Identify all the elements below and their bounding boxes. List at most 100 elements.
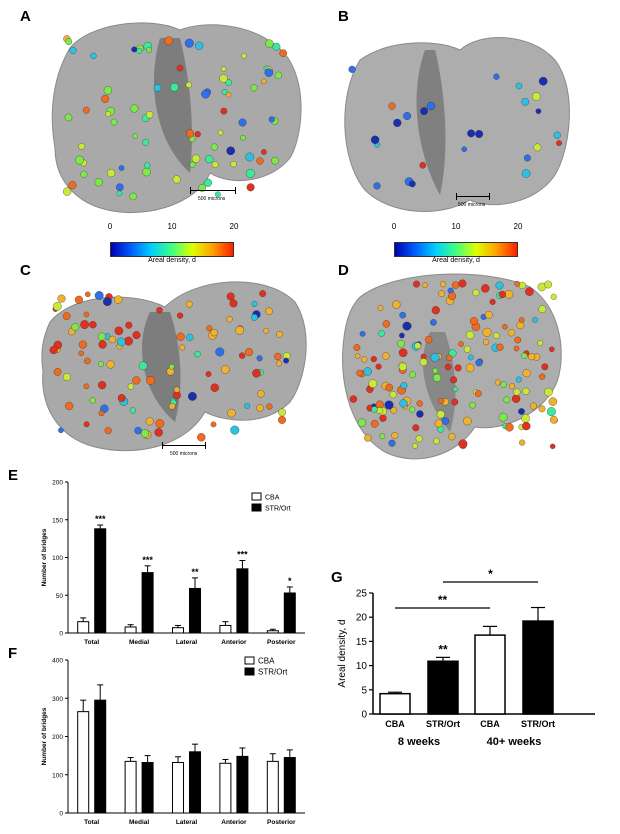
density-sphere — [507, 329, 516, 337]
density-sphere — [549, 415, 558, 424]
density-sphere — [430, 319, 437, 326]
density-sphere — [138, 361, 148, 371]
density-sphere — [550, 293, 557, 300]
legend-label: STR/Ort — [265, 506, 291, 513]
density-sphere — [176, 64, 184, 72]
density-sphere — [78, 350, 84, 356]
density-sphere — [379, 414, 387, 422]
chart-f: F 0 100 200 300 400 Number of bridges Total Medi… — [8, 645, 305, 826]
density-sphere — [424, 335, 433, 344]
density-sphere — [250, 84, 258, 92]
panel-letter-a: A — [20, 8, 31, 25]
density-sphere — [201, 89, 210, 99]
x-tick-label: Total — [84, 819, 99, 826]
density-sphere — [538, 76, 548, 86]
density-sphere — [398, 348, 408, 357]
density-sphere — [194, 131, 201, 138]
density-sphere — [78, 143, 86, 150]
density-sphere — [430, 352, 440, 362]
density-sphere — [229, 299, 238, 308]
density-sphere — [276, 360, 282, 367]
density-sphere — [388, 102, 396, 110]
density-sphere — [409, 180, 416, 188]
density-sphere — [496, 343, 504, 351]
density-sphere — [378, 330, 385, 337]
density-sphere — [493, 332, 500, 339]
y-tick-label: 200 — [52, 734, 63, 741]
density-sphere — [198, 184, 207, 192]
density-sphere — [83, 311, 90, 318]
density-sphere — [511, 394, 521, 403]
density-sphere — [172, 175, 181, 184]
density-sphere — [217, 129, 224, 136]
density-sphere — [256, 404, 264, 412]
bar — [172, 627, 184, 634]
density-sphere — [98, 340, 107, 349]
density-sphere — [518, 408, 525, 415]
density-sphere — [168, 363, 175, 370]
density-sphere — [271, 156, 279, 165]
y-axis-label: Number of bridges — [41, 707, 48, 765]
density-sphere — [58, 427, 64, 434]
density-sphere — [230, 425, 240, 435]
density-sphere — [422, 282, 428, 288]
density-sphere — [210, 421, 217, 428]
significance-marker: *** — [95, 514, 106, 524]
density-sphere — [62, 312, 71, 320]
x-tick-label: Posterior — [267, 819, 296, 826]
density-sphere — [518, 317, 525, 323]
density-sphere — [474, 390, 482, 397]
bar — [189, 587, 201, 634]
density-sphere — [402, 321, 412, 331]
density-sphere — [353, 344, 361, 351]
density-sphere — [101, 94, 110, 103]
density-sphere — [391, 432, 399, 440]
x-tick-label: Medial — [129, 639, 149, 646]
bracket-label: ** — [438, 593, 448, 607]
density-sphere — [494, 379, 501, 386]
density-sphere — [465, 363, 475, 373]
density-sphere — [118, 165, 125, 171]
density-sphere — [69, 46, 77, 54]
panel-letter-F: F — [8, 645, 17, 662]
density-sphere — [538, 405, 546, 413]
density-sphere — [450, 376, 458, 384]
y-tick-label: 10 — [356, 661, 368, 672]
density-sphere — [463, 345, 471, 353]
scale-bar-a — [190, 187, 236, 194]
density-sphere — [265, 39, 274, 48]
density-sphere — [245, 152, 255, 162]
significance-marker: ** — [438, 642, 448, 656]
density-sphere — [469, 317, 478, 326]
density-sphere — [132, 376, 141, 385]
scale-label-a: 500 microns — [198, 196, 226, 202]
density-sphere — [80, 170, 88, 178]
density-sphere — [521, 169, 531, 178]
density-sphere — [240, 134, 246, 141]
density-sphere — [382, 352, 390, 360]
legend-label: CBA — [258, 657, 275, 666]
bar — [141, 762, 154, 814]
density-sphere — [356, 369, 363, 377]
density-sphere — [256, 157, 264, 165]
density-sphere — [505, 423, 514, 432]
density-sphere — [444, 363, 452, 371]
density-sphere — [278, 408, 286, 417]
density-sphere — [205, 371, 212, 377]
y-tick-label: 100 — [52, 772, 63, 779]
density-sphere — [463, 416, 472, 426]
density-sphere — [244, 402, 251, 409]
density-sphere — [452, 386, 459, 392]
density-sphere — [75, 155, 84, 165]
bar — [283, 592, 296, 634]
density-sphere — [400, 382, 408, 390]
density-spheres-b — [348, 65, 562, 190]
significance-marker: ** — [191, 567, 199, 577]
density-sphere — [103, 86, 113, 95]
bracket-label: * — [488, 567, 493, 581]
bar — [172, 762, 184, 814]
density-sphere — [170, 82, 179, 92]
density-sphere — [145, 417, 154, 426]
density-sphere — [399, 399, 408, 408]
density-sphere — [370, 135, 380, 144]
